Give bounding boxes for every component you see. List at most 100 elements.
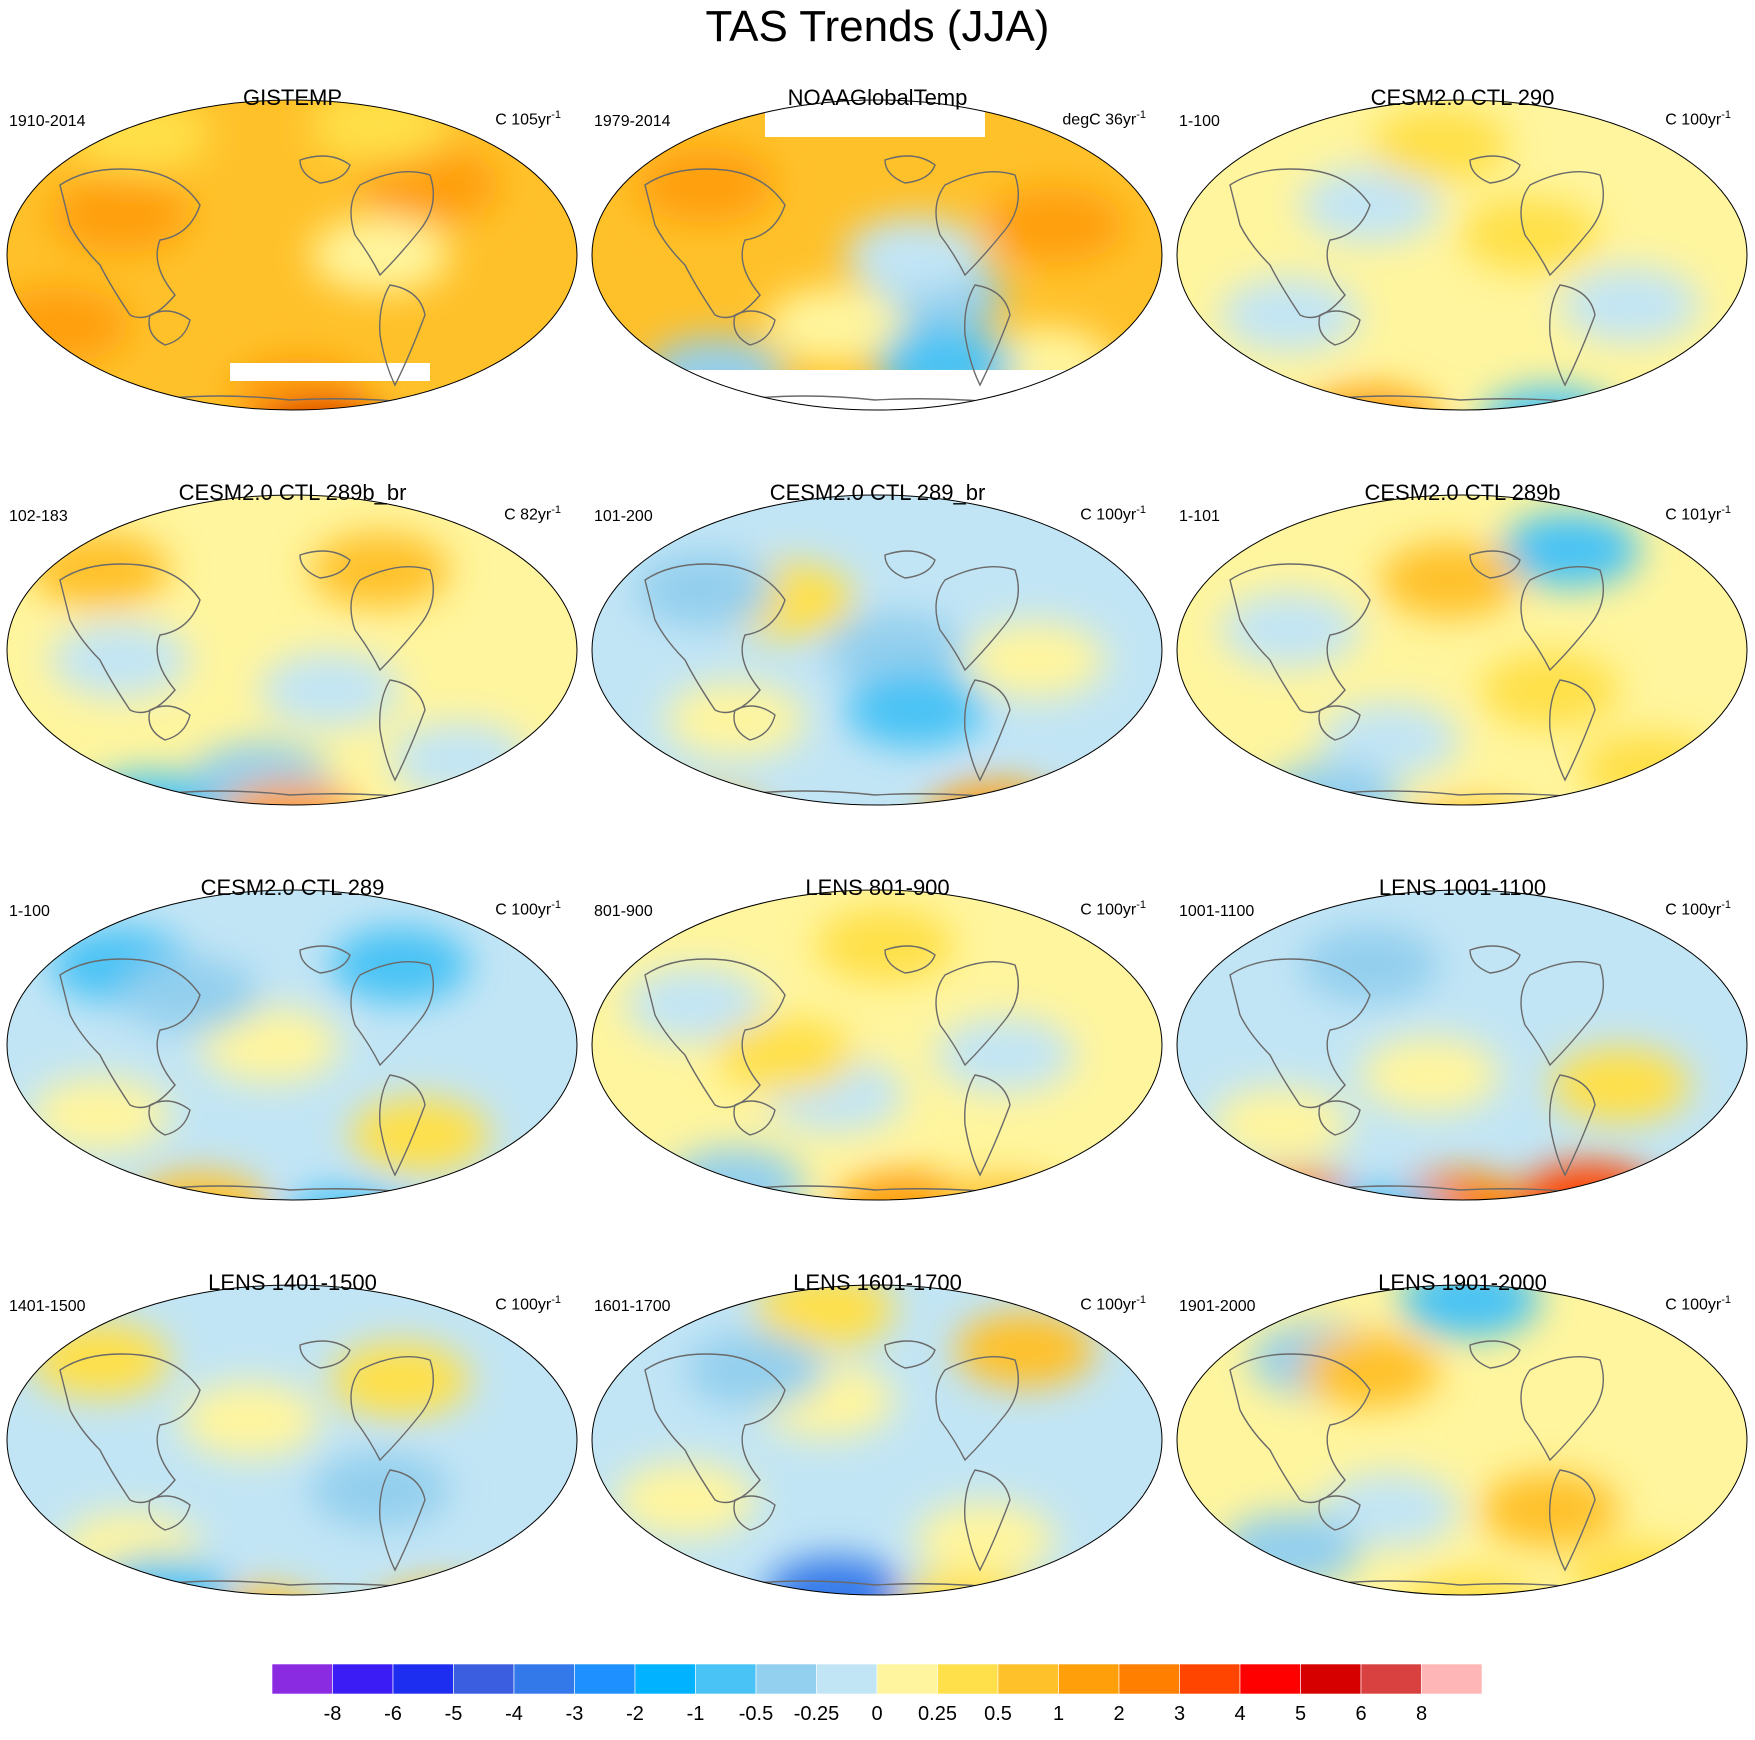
panel-units-base: C 101yr (1665, 506, 1722, 524)
colorbar-tick-label: -0.5 (739, 1703, 773, 1725)
anomaly-region (1200, 407, 1340, 410)
coastline (935, 960, 1019, 1067)
anomaly-region (310, 1452, 450, 1528)
colorbar-tick-label: 0.25 (918, 1703, 957, 1725)
colorbar-swatch (271, 1663, 333, 1695)
map-panel: LENS 1001-1100 1001-1100 C 100yr-1 (1170, 855, 1755, 1245)
coastline (1549, 1074, 1596, 1177)
coastline (1229, 563, 1371, 714)
anomaly-region (1480, 652, 1620, 728)
map-field (1176, 889, 1748, 1201)
panel-units: C 105yr-1 (495, 109, 561, 129)
map-panel: LENS 801-900 801-900 C 100yr-1 (585, 855, 1170, 1245)
anomaly-region (50, 177, 190, 253)
map-field (6, 889, 578, 1201)
coastline (1520, 565, 1604, 672)
coastline (935, 565, 1019, 672)
panel-title: LENS 1901-2000 (1378, 1270, 1547, 1295)
anomaly-region (665, 682, 805, 758)
colorbar-swatch (1239, 1663, 1301, 1695)
colorbar-tick-label: -2 (626, 1703, 644, 1725)
colorbar-swatch (1179, 1663, 1241, 1695)
coastline (1318, 1100, 1361, 1136)
anomaly-region (665, 1147, 805, 1200)
colorbar-swatch (634, 1663, 696, 1695)
panel-title: CESM2.0 CTL 290 (1370, 85, 1555, 110)
anomaly-region (1220, 592, 1360, 668)
map-outline (591, 889, 1163, 1201)
coastline (350, 1355, 434, 1462)
colorbar-swatch (392, 1663, 454, 1695)
coastline (379, 1074, 426, 1177)
anomaly-region (30, 1322, 170, 1398)
anomaly-region (765, 1557, 905, 1595)
colorbar-swatch (1360, 1663, 1422, 1695)
colorbar-tick-label: 8 (1416, 1703, 1427, 1725)
anomaly-region (1580, 732, 1720, 805)
panel-period: 1-101 (1179, 508, 1220, 525)
coastline (59, 168, 201, 319)
panel-period: 1001-1100 (1179, 903, 1255, 920)
panel-units-exponent: -1 (1136, 109, 1146, 121)
coastline (1469, 550, 1521, 579)
colorbar-swatch (453, 1663, 515, 1695)
map-field (6, 99, 578, 411)
anomaly-region (845, 672, 985, 748)
map-outline (6, 99, 578, 411)
anomaly-region (330, 1342, 470, 1418)
panel-period: 1401-1500 (9, 1298, 86, 1315)
panel-period: 1910-2014 (9, 113, 86, 130)
anomaly-region (130, 1172, 270, 1200)
colorbar-swatch (1300, 1663, 1362, 1695)
anomaly-region (965, 622, 1105, 698)
anomaly-region (1570, 1542, 1710, 1595)
colorbar-swatch (695, 1663, 757, 1695)
panel-title: CESM2.0 CTL 289_br (769, 480, 986, 505)
anomaly-region (1220, 1512, 1360, 1588)
coastline (299, 155, 351, 184)
coastline (379, 284, 426, 387)
anomaly-region (350, 1097, 490, 1173)
panel-units: C 100yr-1 (1080, 1294, 1146, 1314)
map-field (1176, 1284, 1748, 1596)
panel-title: LENS 1401-1500 (208, 1270, 377, 1295)
anomaly-region (1300, 1332, 1440, 1408)
panel-units-exponent: -1 (551, 899, 561, 911)
colorbar-tick-label: -4 (505, 1703, 523, 1725)
panel-period: 1601-1700 (594, 1298, 671, 1315)
panel-units-exponent: -1 (1721, 899, 1731, 911)
panel-units-exponent: -1 (1721, 1294, 1731, 1306)
colorbar-tick-label: -3 (566, 1703, 584, 1725)
coastline (1520, 1355, 1604, 1462)
coastline (733, 1495, 776, 1531)
map-outline (591, 494, 1163, 806)
anomaly-region (635, 147, 775, 223)
colorbar-swatch (937, 1663, 999, 1695)
map-outline (1176, 1284, 1748, 1596)
panel-period: 1-100 (1179, 113, 1220, 130)
anomaly-region (310, 217, 450, 293)
panel-period: 101-200 (594, 508, 653, 525)
panel-units: C 82yr-1 (504, 504, 561, 524)
colorbar-tick-label: -0.25 (794, 1703, 840, 1725)
panel-units: C 101yr-1 (1665, 504, 1731, 524)
anomaly-region (1230, 1172, 1370, 1200)
map-panel: CESM2.0 CTL 290 1-100 C 100yr-1 (1170, 65, 1755, 455)
colorbar-swatch (1058, 1663, 1120, 1695)
anomaly-region (1550, 1047, 1690, 1123)
colorbar: -8 -6 -5 -4 -3 -2 -1 -0.5 -0.25 0 0.25 0.5 1 2 3 4 5 6 8 (271, 1663, 1483, 1725)
colorbar-tick-label: 1 (1053, 1703, 1064, 1725)
anomaly-region (1500, 512, 1640, 588)
coastline (1469, 945, 1521, 974)
colorbar-swatch (574, 1663, 636, 1695)
anomaly-region (180, 1382, 320, 1458)
colorbar-swatch (332, 1663, 394, 1695)
map-outline (1176, 99, 1748, 411)
anomaly-region (915, 1502, 1055, 1578)
panel-period: 1979-2014 (594, 113, 671, 130)
panel-units-base: C 100yr (1080, 901, 1137, 919)
panel-units-base: C 100yr (495, 901, 552, 919)
coastline (884, 550, 936, 579)
anomaly-region (615, 1462, 755, 1538)
anomaly-region (1260, 762, 1400, 805)
